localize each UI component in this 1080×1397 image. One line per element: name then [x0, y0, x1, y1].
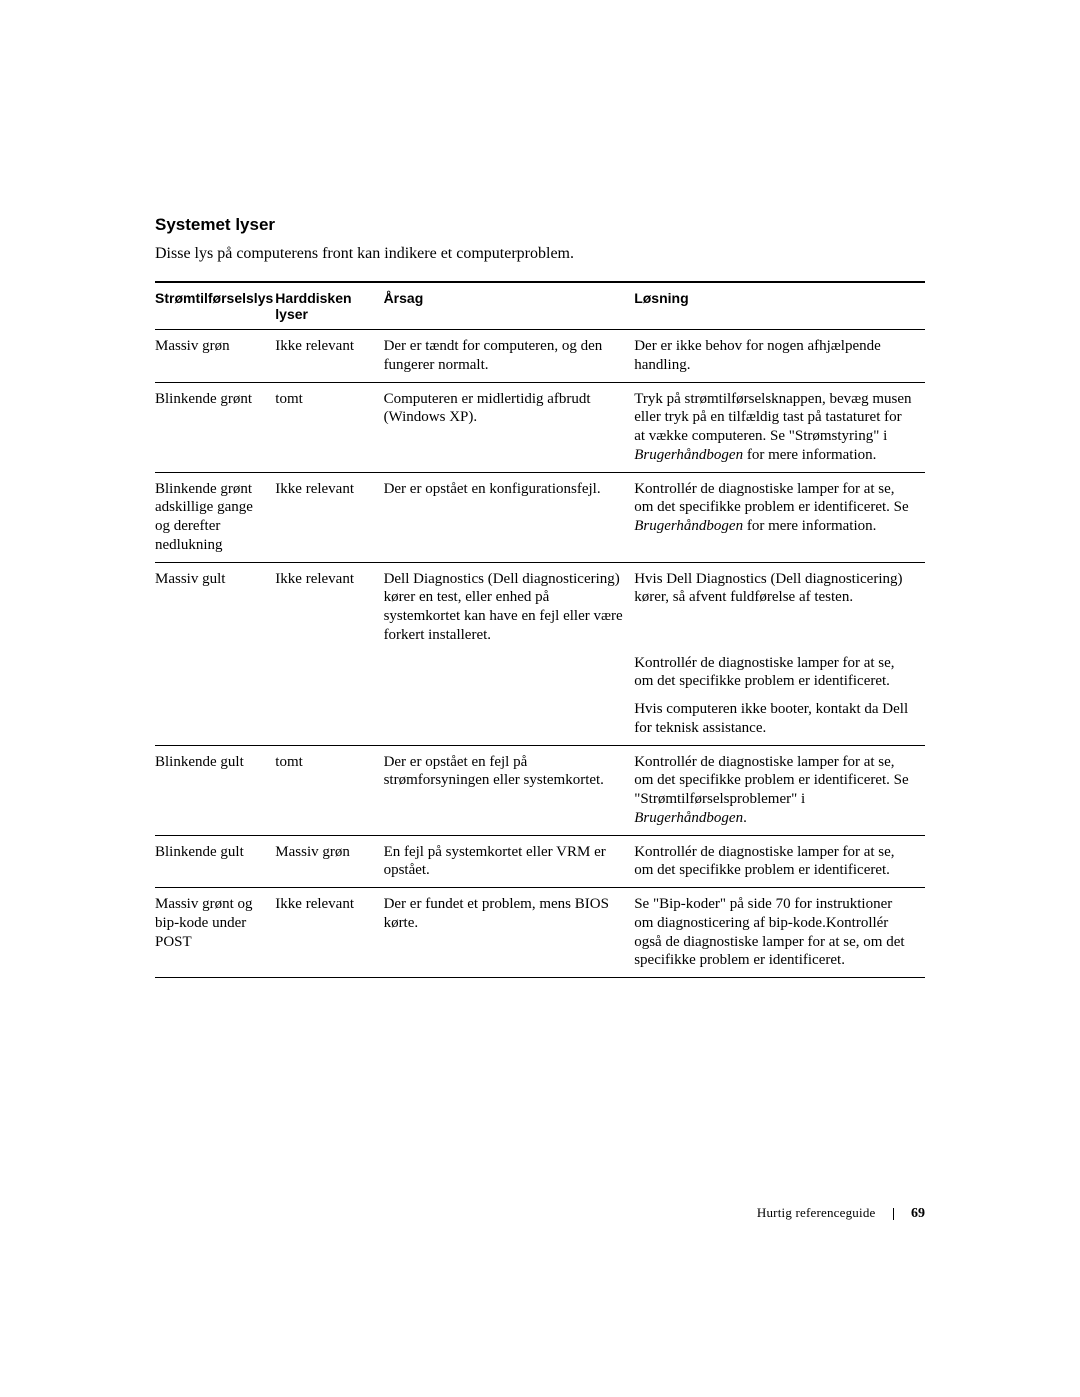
cell-empty: [384, 652, 635, 699]
col-header-power: Strømtilførselslys: [155, 282, 275, 330]
cell-solution: Hvis Dell Diagnostics (Dell diagnosticer…: [634, 562, 925, 652]
footer-label: Hurtig referenceguide: [757, 1205, 876, 1220]
cell-cause: Dell Diagnostics (Dell diagnosticering) …: [384, 562, 635, 652]
cell-cause: Computeren er midlertidig afbrudt (Windo…: [384, 382, 635, 472]
cell-empty: [275, 652, 383, 699]
cell-empty: [155, 698, 275, 745]
cell-hdd: Massiv grøn: [275, 835, 383, 888]
col-header-hdd: Harddiskenlyser: [275, 282, 383, 330]
table-row: Massiv grøn Ikke relevant Der er tændt f…: [155, 330, 925, 383]
cell-hdd: Ikke relevant: [275, 888, 383, 978]
cell-power: Blinkende gult: [155, 745, 275, 835]
cell-hdd: Ikke relevant: [275, 330, 383, 383]
cell-solution: Kontrollér de diagnostiske lamper for at…: [634, 472, 925, 562]
table-row: Kontrollér de diagnostiske lamper for at…: [155, 652, 925, 699]
cell-power: Massiv gult: [155, 562, 275, 652]
cell-hdd: tomt: [275, 382, 383, 472]
cell-hdd: Ikke relevant: [275, 562, 383, 652]
system-lights-table: Strømtilførselslys Harddiskenlyser Årsag…: [155, 281, 925, 978]
table-row: Massiv gult Ikke relevant Dell Diagnosti…: [155, 562, 925, 652]
cell-solution: Kontrollér de diagnostiske lamper for at…: [634, 652, 925, 699]
cell-empty: [155, 652, 275, 699]
col-header-solution: Løsning: [634, 282, 925, 330]
cell-solution: Kontrollér de diagnostiske lamper for at…: [634, 835, 925, 888]
table-row: Massiv grønt og bip-kode under POST Ikke…: [155, 888, 925, 978]
cell-solution: Der er ikke behov for nogen afhjælpende …: [634, 330, 925, 383]
page-footer: Hurtig referenceguide 69: [757, 1205, 925, 1222]
cell-power: Blinkende grønt: [155, 382, 275, 472]
cell-solution: Tryk på strømtilførselsknappen, bevæg mu…: [634, 382, 925, 472]
table-header-row: Strømtilførselslys Harddiskenlyser Årsag…: [155, 282, 925, 330]
table-row: Blinkende grønt adskillige gange og dere…: [155, 472, 925, 562]
cell-solution: Hvis computeren ikke booter, kontakt da …: [634, 698, 925, 745]
cell-power: Massiv grønt og bip-kode under POST: [155, 888, 275, 978]
cell-hdd: Ikke relevant: [275, 472, 383, 562]
cell-cause: Der er fundet et problem, mens BIOS kørt…: [384, 888, 635, 978]
cell-cause: Der er tændt for computeren, og den fung…: [384, 330, 635, 383]
section-heading: Systemet lyser: [155, 215, 925, 235]
cell-solution: Kontrollér de diagnostiske lamper for at…: [634, 745, 925, 835]
cell-empty: [275, 698, 383, 745]
cell-cause: En fejl på systemkortet eller VRM er ops…: [384, 835, 635, 888]
table-row: Hvis computeren ikke booter, kontakt da …: [155, 698, 925, 745]
table-row: Blinkende gult Massiv grøn En fejl på sy…: [155, 835, 925, 888]
cell-cause: Der er opstået en fejl på strømforsyning…: [384, 745, 635, 835]
page-number: 69: [911, 1206, 925, 1221]
cell-power: Massiv grøn: [155, 330, 275, 383]
cell-empty: [384, 698, 635, 745]
cell-power: Blinkende grønt adskillige gange og dere…: [155, 472, 275, 562]
table-row: Blinkende gult tomt Der er opstået en fe…: [155, 745, 925, 835]
footer-separator: [893, 1208, 894, 1220]
intro-text: Disse lys på computerens front kan indik…: [155, 245, 925, 263]
cell-power: Blinkende gult: [155, 835, 275, 888]
col-header-cause: Årsag: [384, 282, 635, 330]
cell-hdd: tomt: [275, 745, 383, 835]
cell-cause: Der er opstået en konfigurationsfejl.: [384, 472, 635, 562]
table-row: Blinkende grønt tomt Computeren er midle…: [155, 382, 925, 472]
cell-solution: Se "Bip-koder" på side 70 for instruktio…: [634, 888, 925, 978]
